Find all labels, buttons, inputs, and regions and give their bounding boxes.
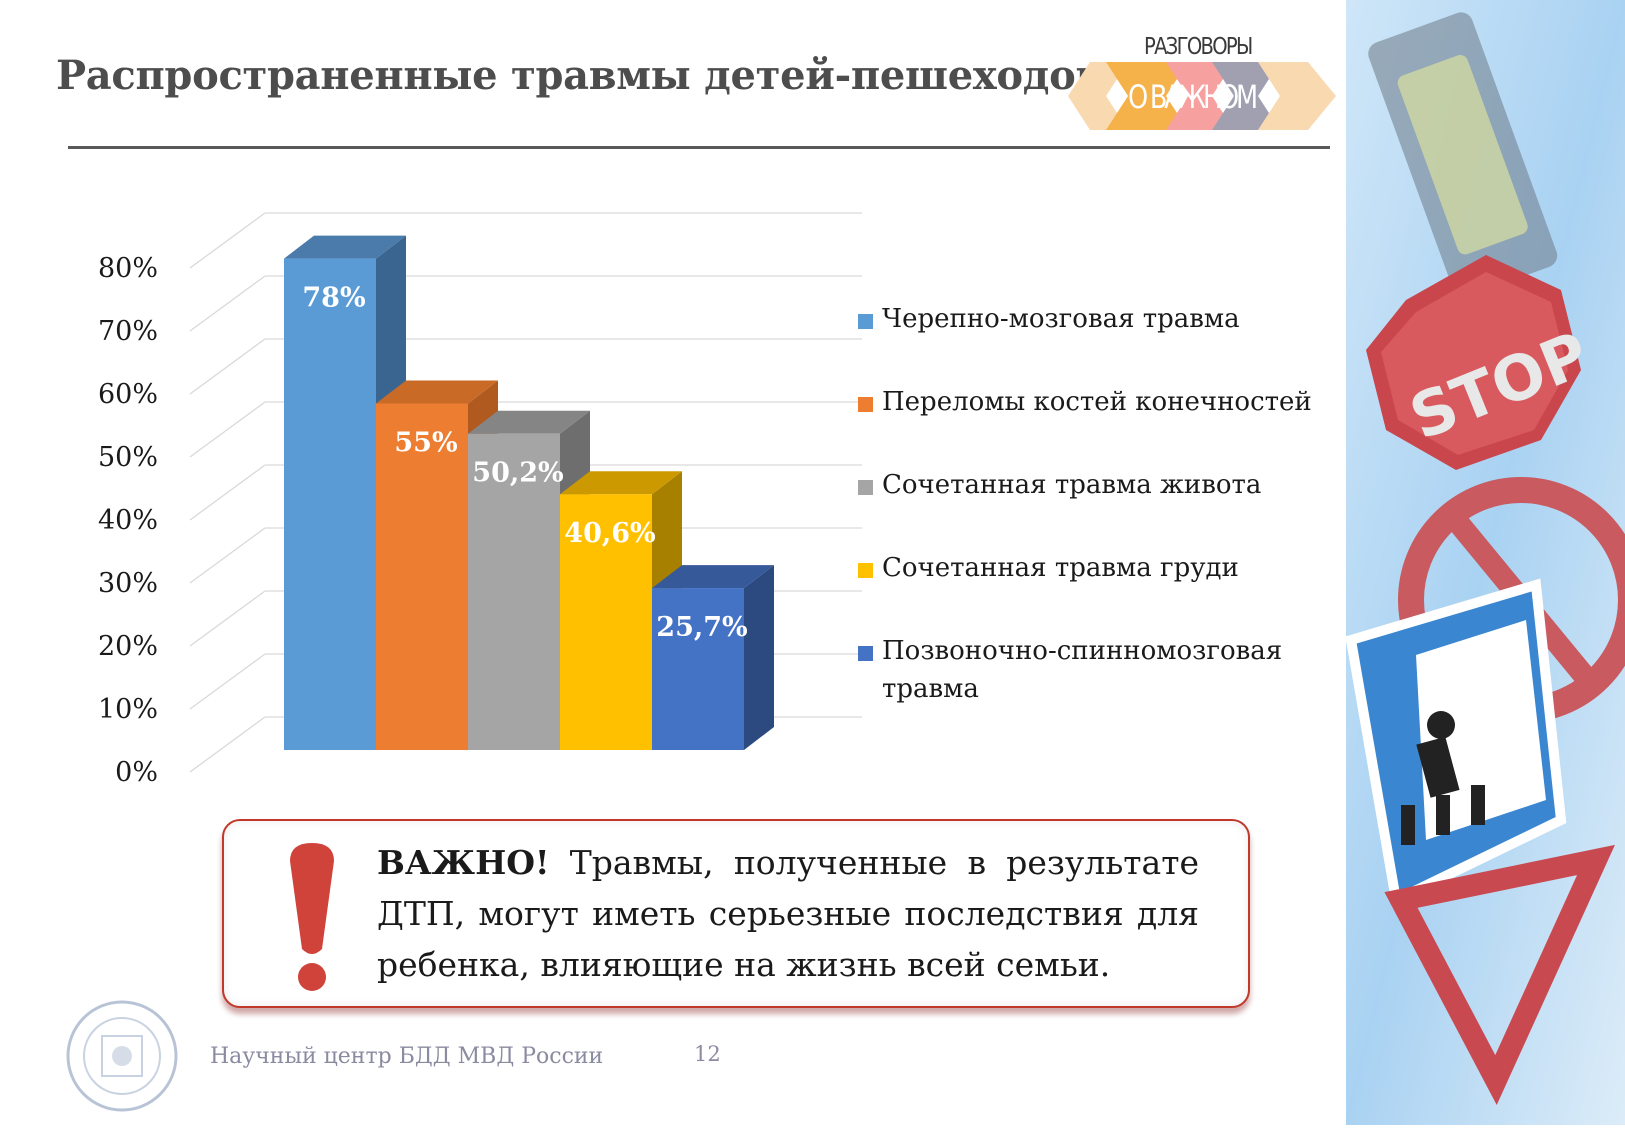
bar-side	[744, 565, 774, 750]
callout-body: Травмы, полученные в результате ДТП, мог…	[377, 843, 1199, 984]
nc-bdd-seal-icon	[66, 1000, 178, 1112]
y-tick-label: 30%	[98, 568, 158, 599]
legend-swatch	[858, 563, 873, 578]
bar-top	[468, 410, 590, 434]
yield-sign-icon	[1384, 844, 1615, 1105]
logo-ribbon-graphic	[1068, 62, 1336, 130]
bar-front	[652, 588, 744, 750]
important-callout: ВАЖНО! Травмы, полученные в результате Д…	[222, 819, 1250, 1008]
y-tick-label: 10%	[98, 694, 158, 725]
y-tick-label: 20%	[98, 631, 158, 662]
legend-swatch	[858, 480, 873, 495]
gridline-diagonal	[189, 527, 266, 584]
title-divider	[68, 146, 1330, 149]
gridline-diagonal	[189, 212, 266, 269]
bar-top	[284, 235, 406, 259]
callout-emphasis: ВАЖНО!	[377, 843, 550, 882]
bar-value-label: 55%	[394, 428, 457, 459]
legend-item: Сочетанная травма живота	[858, 466, 1322, 504]
footer-organization: Научный центр БДД МВД России	[210, 1044, 604, 1069]
legend-label: Позвоночно-спинномозговая травма	[882, 636, 1283, 704]
razgovory-logo: РАЗГОВОРЫ О ВАЖНОМ	[1068, 26, 1336, 134]
bar-value-label: 40,6%	[564, 518, 655, 549]
legend-swatch	[858, 397, 873, 412]
logo-top-text: РАЗГОВОРЫ	[1144, 34, 1253, 60]
sign-post-icon	[1368, 12, 1558, 297]
bar-front	[284, 258, 376, 750]
y-tick-label: 50%	[98, 442, 158, 473]
bar-value-label: 78%	[302, 283, 365, 314]
pedestrian-crossing-sign-icon	[1345, 578, 1567, 908]
page-number: 12	[694, 1042, 721, 1066]
legend-label: Сочетанная травма груди	[882, 553, 1239, 583]
legend-swatch	[858, 646, 873, 661]
legend-item: Сочетанная травма груди	[858, 549, 1322, 587]
chart-y-axis: 0% 10% 20% 30% 40% 50% 60% 70% 80%	[98, 253, 158, 788]
bar-front	[560, 494, 652, 750]
bar-front	[468, 433, 560, 750]
legend-label: Черепно-мозговая травма	[882, 304, 1240, 334]
injury-bar-chart: 0% 10% 20% 30% 40% 50% 60% 70% 80% 78% 55% 50,2%40…	[98, 212, 862, 788]
bar-5	[652, 565, 774, 750]
chart-bars	[284, 235, 774, 751]
bar-top	[376, 380, 498, 404]
legend-label: Сочетанная травма живота	[882, 470, 1262, 500]
y-tick-label: 60%	[98, 379, 158, 410]
bar-front	[376, 403, 468, 750]
gridline-diagonal	[189, 590, 266, 647]
gridline-diagonal	[189, 338, 266, 395]
y-tick-label: 40%	[98, 505, 158, 536]
gridline-diagonal	[189, 275, 266, 332]
bar-value-label: 50,2%	[472, 458, 563, 489]
legend-item: Черепно-мозговая травма	[858, 300, 1322, 338]
callout-text: ВАЖНО! Травмы, полученные в результате Д…	[377, 837, 1199, 990]
page-title: Распространенные травмы детей-пешеходов	[56, 52, 1104, 99]
y-tick-label: 80%	[98, 253, 158, 284]
legend-label: Переломы костей конечностей	[882, 387, 1312, 417]
gridline-diagonal	[189, 401, 266, 458]
gridline-diagonal	[189, 464, 266, 521]
y-tick-label: 0%	[115, 757, 158, 788]
bar-value-label: 25,7%	[656, 612, 747, 643]
gridline-diagonal	[189, 653, 266, 710]
exclamation-icon	[290, 843, 334, 991]
bar-top	[560, 471, 682, 495]
chart-data-labels: 78% 55% 50,2%40,6% 25,7%	[302, 283, 747, 643]
legend-item: Позвоночно-спинномозговая травма	[858, 632, 1322, 708]
logo-bottom-text: О ВАЖНОМ	[1128, 78, 1258, 116]
legend-swatch	[858, 314, 873, 329]
gridline-diagonal	[189, 716, 266, 773]
bar-top	[652, 565, 774, 589]
legend-item: Переломы костей конечностей	[858, 383, 1322, 421]
road-signs-panel: STOP	[1345, 0, 1625, 1125]
y-tick-label: 70%	[98, 316, 158, 347]
